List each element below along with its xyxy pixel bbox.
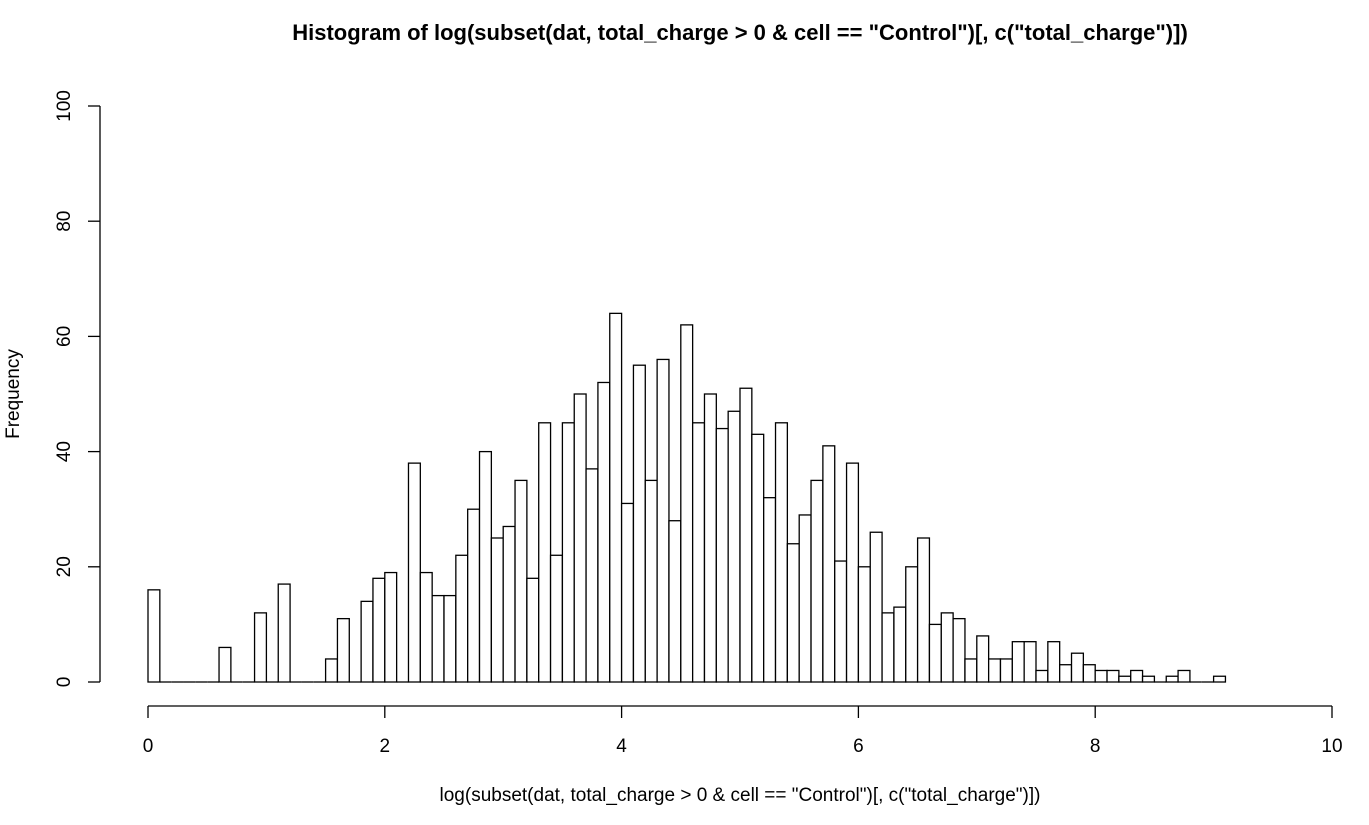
y-axis-label: Frequency — [3, 349, 24, 439]
histogram-bar — [952, 617, 966, 683]
y-tick-label: 40 — [54, 441, 75, 462]
y-tick-label: 0 — [54, 677, 75, 688]
histogram-bar — [467, 508, 481, 683]
histogram-bar — [218, 646, 232, 683]
histogram-bar — [715, 427, 729, 683]
histogram-bar — [810, 479, 824, 683]
histogram-bar — [478, 450, 493, 683]
histogram-bar — [822, 445, 836, 683]
histogram-bar — [147, 589, 161, 683]
histogram-bar — [526, 577, 540, 683]
histogram-bar — [1011, 641, 1025, 683]
histogram-bar — [1047, 641, 1061, 683]
histogram-bar — [419, 571, 433, 683]
histogram-bar — [1035, 669, 1049, 683]
histogram-bar — [490, 537, 504, 683]
x-tick-label: 6 — [853, 736, 864, 757]
histogram-bar — [514, 479, 528, 683]
histogram-bar — [1177, 669, 1191, 683]
x-tick-label: 0 — [143, 736, 154, 757]
histogram-bar — [620, 502, 635, 683]
histogram-bar — [1165, 675, 1179, 683]
histogram-bar — [774, 422, 789, 683]
histogram-bar — [561, 422, 575, 683]
y-tick-label: 20 — [54, 556, 75, 577]
histogram-bar — [1118, 675, 1132, 683]
histogram-bar — [940, 612, 954, 683]
histogram-bar — [609, 312, 623, 683]
histogram-bar — [1070, 652, 1085, 683]
histogram-bar — [857, 566, 871, 683]
histogram-bar — [597, 381, 611, 683]
histogram-bar — [786, 543, 800, 683]
histogram-bar — [431, 594, 445, 683]
histogram-bar — [538, 422, 552, 683]
histogram-bar — [691, 422, 706, 683]
chart-title: Histogram of log(subset(dat, total_charg… — [292, 20, 1188, 45]
y-tick-label: 60 — [54, 326, 75, 347]
x-axis-ticks: 0 2 4 6 8 10 — [143, 706, 1343, 757]
histogram-bar — [502, 525, 516, 683]
x-tick-label: 8 — [1090, 736, 1101, 757]
histogram-bar — [253, 612, 268, 683]
histogram-bar — [680, 324, 694, 683]
histogram-bar — [1212, 675, 1227, 683]
histogram-bar — [360, 600, 374, 683]
histogram-bar — [869, 531, 883, 683]
histogram-bar — [928, 623, 942, 683]
y-tick-label: 80 — [54, 211, 75, 232]
histogram-bar — [549, 554, 564, 683]
histogram-bar — [845, 462, 860, 683]
histogram-bar — [573, 393, 587, 683]
histogram-bar — [999, 658, 1013, 683]
histogram-bar — [751, 433, 765, 683]
histogram-bar — [763, 497, 777, 683]
histogram-bar — [976, 635, 990, 683]
histogram-bar — [798, 514, 812, 683]
histogram-bar — [324, 658, 339, 683]
histogram-bar — [739, 387, 753, 683]
histogram-bar — [1094, 669, 1108, 683]
x-axis-label: log(subset(dat, total_charge > 0 & cell … — [440, 785, 1041, 806]
x-tick-label: 2 — [380, 736, 391, 757]
histogram-bar — [384, 571, 398, 683]
histogram-bar — [834, 560, 848, 683]
histogram-bar — [277, 583, 291, 683]
histogram-bar — [703, 393, 717, 683]
histogram-bar — [443, 594, 457, 683]
histogram-bar — [987, 658, 1002, 683]
histogram-bar — [644, 479, 658, 683]
histogram-bar — [407, 462, 421, 683]
histogram-bar — [881, 612, 895, 683]
x-tick-label: 10 — [1321, 736, 1342, 757]
histogram-bar — [1106, 669, 1120, 683]
histogram-bar — [656, 358, 670, 683]
histogram-bar — [916, 537, 931, 683]
histogram-bar — [455, 554, 469, 683]
histogram-bar — [585, 468, 599, 683]
histogram-bar — [1082, 664, 1096, 683]
histogram-bar — [632, 364, 646, 683]
histogram-bar — [905, 566, 919, 683]
y-tick-label: 100 — [54, 90, 75, 122]
y-axis-ticks: 0 20 40 60 80 100 — [54, 90, 100, 687]
histogram-bar — [1059, 664, 1073, 683]
histogram-bar — [727, 410, 741, 683]
x-tick-label: 4 — [616, 736, 627, 757]
histogram-bar — [1130, 669, 1144, 683]
histogram-bar — [372, 577, 386, 683]
histogram-bar — [893, 606, 907, 683]
histogram-bar — [964, 658, 978, 683]
histogram-bar — [668, 520, 682, 683]
histogram-bar — [1141, 675, 1156, 683]
histogram-bar — [336, 617, 350, 683]
histogram-bars — [147, 312, 1227, 683]
histogram-bar — [1023, 641, 1037, 683]
